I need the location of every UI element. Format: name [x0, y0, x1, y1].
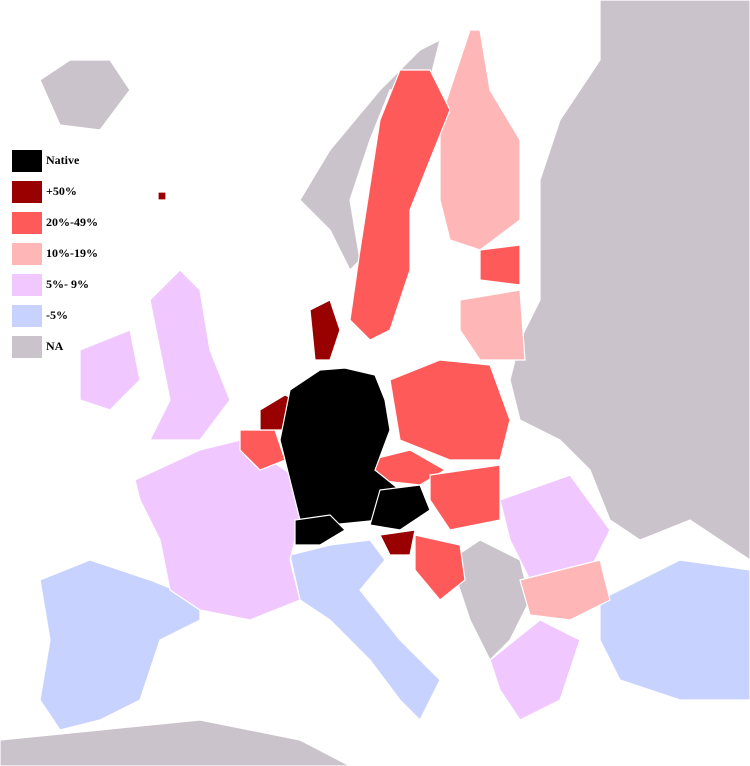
- switzerland: [294, 514, 346, 546]
- legend-swatch: [12, 336, 42, 358]
- legend-swatch: [12, 181, 42, 203]
- croatia: [414, 534, 466, 601]
- turkey: [599, 559, 750, 701]
- iceland: [39, 59, 131, 131]
- balkans: [449, 539, 531, 662]
- legend-swatch: [12, 305, 42, 327]
- legend-label: -5%: [46, 308, 68, 322]
- russia-east: [509, 0, 750, 561]
- uk: [149, 269, 231, 441]
- north-africa: [0, 719, 351, 766]
- legend-swatch: [12, 274, 42, 296]
- faroe: [157, 191, 167, 201]
- slovenia: [379, 529, 416, 556]
- latvia: [479, 244, 521, 286]
- norway: [299, 38, 441, 272]
- italy: [289, 539, 441, 722]
- legend-swatch: [12, 150, 42, 172]
- hungary: [429, 464, 501, 531]
- germany: [279, 367, 401, 526]
- bulgaria: [519, 559, 611, 621]
- legend-label: NA: [46, 339, 64, 353]
- lithuania: [459, 289, 526, 361]
- poland: [389, 359, 511, 461]
- legend-swatch: [12, 243, 42, 265]
- iberia: [39, 559, 201, 731]
- legend-label: 20%-49%: [46, 215, 98, 229]
- finland: [439, 29, 521, 251]
- austria: [369, 484, 431, 531]
- greece: [489, 619, 581, 721]
- sweden: [349, 69, 451, 341]
- legend-label: 10%-19%: [46, 246, 98, 260]
- legend: Native +50% 20%-49% 10%-19% 5%- 9% -5% NA: [12, 150, 98, 358]
- legend-label: Native: [46, 153, 80, 167]
- ireland: [79, 329, 141, 411]
- denmark: [309, 299, 341, 361]
- legend-swatch: [12, 212, 42, 234]
- legend-label: +50%: [46, 184, 77, 198]
- legend-label: 5%- 9%: [46, 277, 89, 291]
